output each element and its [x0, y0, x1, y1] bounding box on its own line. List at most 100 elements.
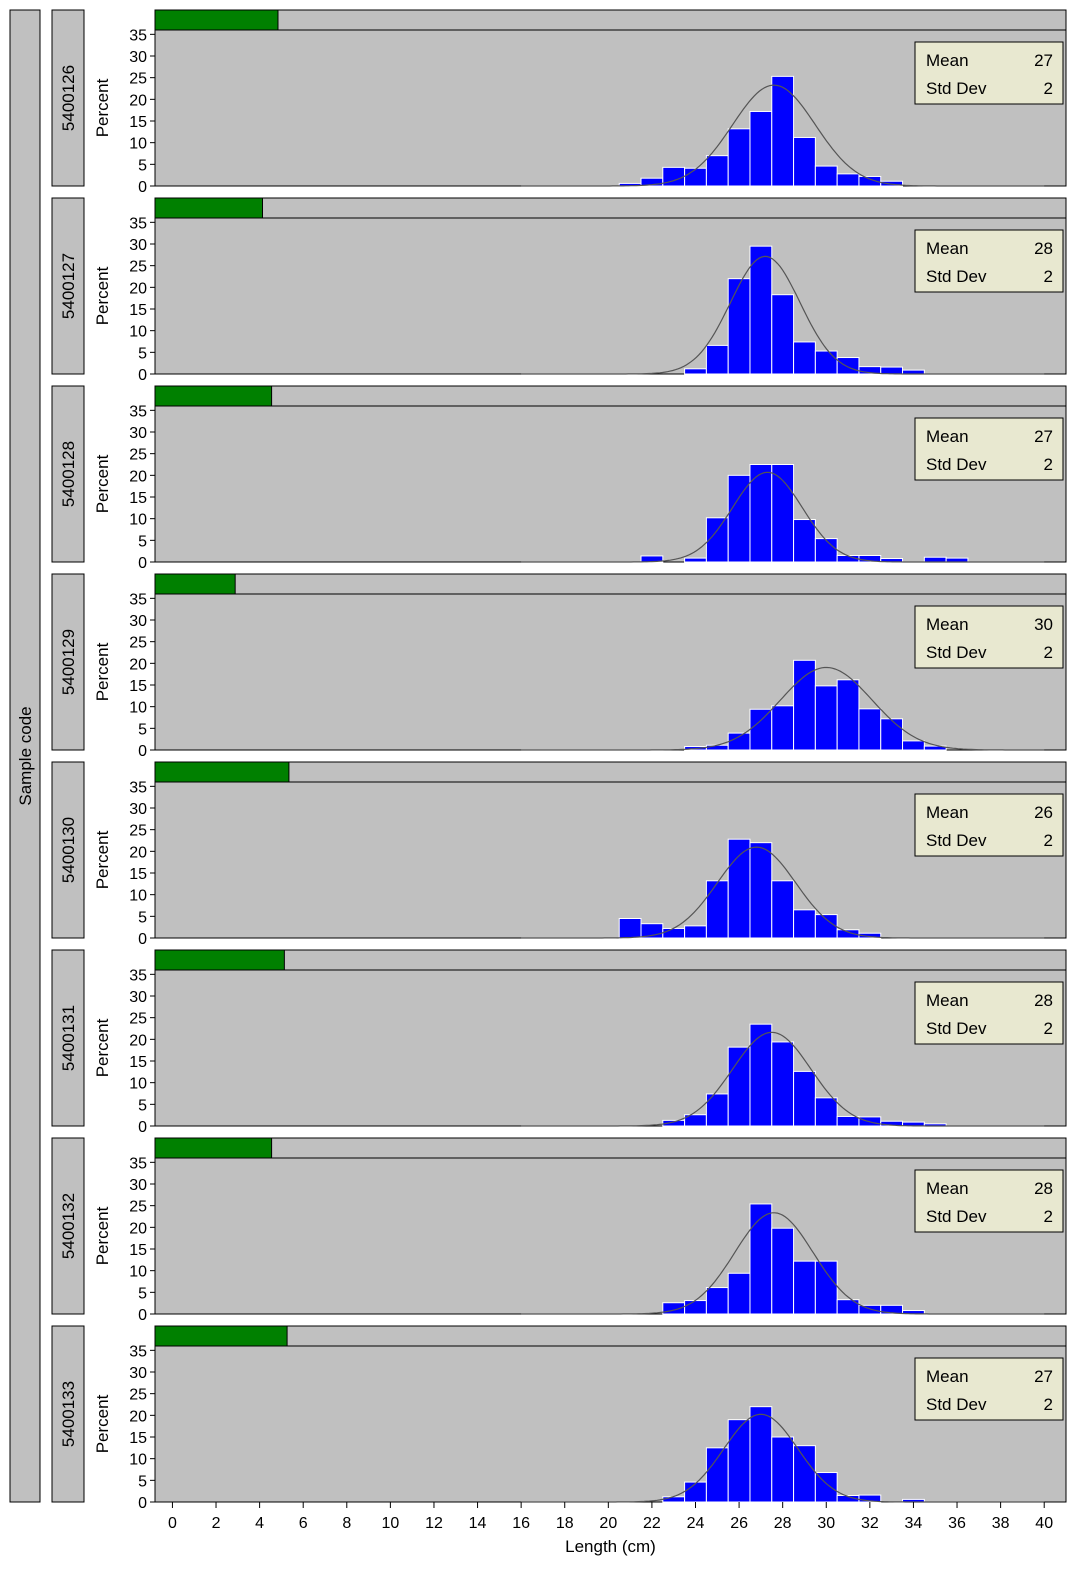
histogram-bar — [705, 155, 729, 187]
y-tick-label: 30 — [129, 49, 147, 66]
y-tick-label: 15 — [129, 1242, 147, 1259]
histogram-bar — [749, 245, 773, 375]
sample-code-strip — [51, 9, 85, 187]
x-tick-label: 18 — [556, 1515, 574, 1532]
x-tick-label: 40 — [1035, 1515, 1053, 1532]
x-tick-label: 30 — [817, 1515, 835, 1532]
y-tick-label: 30 — [129, 1365, 147, 1382]
histogram-bar — [814, 1260, 838, 1315]
histogram-bar — [814, 685, 838, 751]
histogram-bar — [902, 740, 925, 751]
histogram-bar — [771, 75, 795, 187]
panel-strip — [154, 197, 1067, 219]
sample-code-label: 5400131 — [59, 1005, 78, 1071]
panel-strip — [154, 1137, 1067, 1159]
stats-sd-label: Std Dev — [926, 1207, 987, 1226]
stats-mean-label: Mean — [926, 1367, 969, 1386]
y-tick-label: 25 — [129, 259, 147, 276]
sample-code-label: 5400127 — [59, 253, 78, 319]
histogram-bar — [880, 366, 904, 375]
y-tick-label: 0 — [138, 931, 147, 948]
y-tick-label: 10 — [129, 700, 147, 717]
y-tick-label: 10 — [129, 1076, 147, 1093]
panel-plot-area — [154, 217, 1067, 375]
group-label-strip — [9, 9, 41, 1503]
y-tick-label: 15 — [129, 866, 147, 883]
y-tick-label: 5 — [138, 1473, 147, 1490]
histogram-bar — [793, 909, 816, 939]
histogram-bar — [705, 1447, 729, 1503]
histogram-bar — [814, 1097, 838, 1127]
stats-mean-value: 27 — [1034, 1367, 1053, 1386]
stats-sd-value: 2 — [1044, 267, 1053, 286]
y-tick-label: 25 — [129, 447, 147, 464]
stats-sd-label: Std Dev — [926, 267, 987, 286]
x-tick-label: 14 — [469, 1515, 487, 1532]
x-tick-label: 20 — [599, 1515, 617, 1532]
panel-plot-area — [154, 969, 1067, 1127]
stats-mean-value: 26 — [1034, 803, 1053, 822]
y-tick-label: 25 — [129, 1199, 147, 1216]
histogram-bar — [793, 1445, 816, 1503]
x-tick-label: 34 — [905, 1515, 923, 1532]
histogram-bar — [793, 136, 816, 187]
y-tick-label: 35 — [129, 403, 147, 420]
panel-strip-bar — [154, 9, 279, 31]
density-curve — [521, 471, 1045, 563]
panel-plot-area — [154, 29, 1067, 187]
y-tick-label: 15 — [129, 1054, 147, 1071]
histogram-bar — [684, 1300, 707, 1315]
y-tick-label: 10 — [129, 324, 147, 341]
x-tick-label: 2 — [212, 1515, 221, 1532]
density-curve — [521, 255, 1045, 375]
histogram-bar — [771, 880, 795, 939]
histogram-bar — [727, 1272, 751, 1315]
y-tick-label: 30 — [129, 989, 147, 1006]
sample-code-label: 5400129 — [59, 629, 78, 695]
y-tick-label: 30 — [129, 1177, 147, 1194]
y-tick-label: 0 — [138, 555, 147, 572]
x-tick-label: 10 — [381, 1515, 399, 1532]
stats-mean-value: 27 — [1034, 51, 1053, 70]
group-axis-label: Sample code — [16, 706, 35, 805]
sample-code-strip — [51, 761, 85, 939]
panel-strip — [154, 761, 1067, 783]
stats-inset — [914, 981, 1064, 1045]
histogram-bar — [836, 173, 860, 187]
histogram-bar — [684, 925, 707, 939]
stats-inset — [914, 41, 1064, 105]
sample-code-strip — [51, 1137, 85, 1315]
y-tick-label: 10 — [129, 512, 147, 529]
histogram-bar — [618, 918, 642, 939]
stats-sd-label: Std Dev — [926, 1395, 987, 1414]
stats-inset — [914, 417, 1064, 481]
y-tick-label: 10 — [129, 136, 147, 153]
stats-mean-label: Mean — [926, 803, 969, 822]
y-axis-label: Percent — [93, 642, 112, 701]
panel-strip — [154, 949, 1067, 971]
histogram-bar — [662, 1496, 686, 1503]
histogram-bar — [880, 718, 904, 751]
histogram-bar — [684, 167, 707, 187]
stats-sd-label: Std Dev — [926, 79, 987, 98]
histogram-bar — [749, 842, 773, 939]
sample-code-strip — [51, 949, 85, 1127]
stats-sd-label: Std Dev — [926, 643, 987, 662]
y-tick-label: 20 — [129, 92, 147, 109]
y-tick-label: 0 — [138, 1495, 147, 1512]
density-curve — [521, 846, 1045, 939]
histogram-bar — [705, 344, 729, 375]
y-tick-label: 30 — [129, 425, 147, 442]
y-tick-label: 20 — [129, 844, 147, 861]
x-tick-label: 16 — [512, 1515, 530, 1532]
stats-mean-value: 27 — [1034, 427, 1053, 446]
y-tick-label: 35 — [129, 1155, 147, 1172]
stats-mean-value: 28 — [1034, 239, 1053, 258]
x-axis-label: Length (cm) — [565, 1537, 656, 1556]
y-tick-label: 5 — [138, 1097, 147, 1114]
y-tick-label: 25 — [129, 71, 147, 88]
density-curve — [521, 1212, 1045, 1315]
stats-sd-value: 2 — [1044, 831, 1053, 850]
